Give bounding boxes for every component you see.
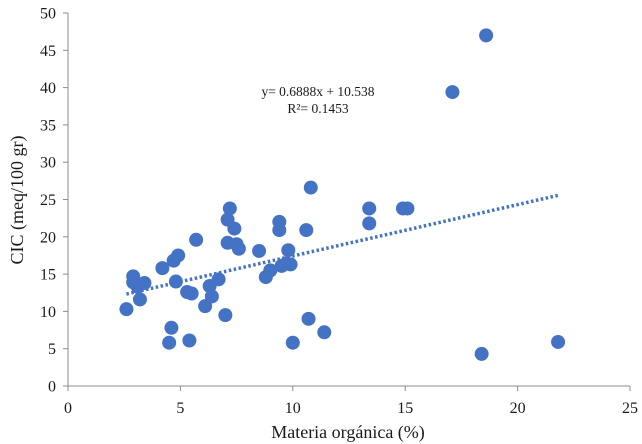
data-point [285, 335, 300, 350]
data-point [301, 311, 316, 326]
y-ticks: 0 5 10 15 20 25 30 35 40 45 50 [40, 6, 68, 396]
trendline-r2: R²= 0.1453 [287, 101, 348, 116]
data-point [132, 292, 147, 307]
y-tick-label: 10 [40, 304, 56, 321]
data-point [362, 201, 377, 216]
data-point [227, 221, 242, 236]
x-axis-title: Materia orgánica (%) [271, 422, 425, 443]
data-point [189, 232, 204, 247]
data-point [263, 263, 278, 278]
data-point [218, 308, 233, 323]
y-tick-label: 45 [40, 43, 56, 60]
data-point [303, 180, 318, 195]
trendline [126, 193, 559, 296]
data-point [317, 325, 332, 340]
y-tick-label: 5 [48, 341, 56, 358]
data-point [362, 216, 377, 231]
data-point [171, 248, 186, 263]
data-point [164, 320, 179, 335]
axes [67, 13, 630, 387]
x-tick-label: 25 [622, 400, 638, 417]
y-tick-label: 50 [40, 6, 56, 23]
data-point [204, 289, 219, 304]
x-tick-label: 10 [285, 400, 301, 417]
y-tick-label: 40 [40, 80, 56, 97]
data-point [283, 257, 298, 272]
x-ticks: 0 5 10 15 20 25 [64, 386, 638, 417]
data-point [299, 223, 314, 238]
data-point [400, 201, 415, 216]
data-point [272, 223, 287, 238]
data-point [155, 261, 170, 276]
data-point [222, 201, 237, 216]
data-points [119, 28, 566, 361]
trendline-layer [126, 193, 559, 296]
data-point [184, 286, 199, 301]
y-axis-title: CIC (meq/100 gr) [7, 136, 28, 265]
x-tick-label: 20 [510, 400, 526, 417]
data-point [551, 334, 566, 349]
data-point [231, 241, 246, 256]
data-point [182, 333, 197, 348]
data-point [281, 243, 296, 258]
data-point [211, 272, 226, 287]
y-tick-label: 30 [40, 155, 56, 172]
x-tick-label: 0 [64, 400, 72, 417]
trendline-equation: y= 0.6888x + 10.538 [261, 84, 374, 99]
data-point [119, 302, 134, 317]
y-tick-label: 25 [40, 192, 56, 209]
y-tick-label: 15 [40, 267, 56, 284]
data-point [162, 335, 177, 350]
data-point [474, 346, 489, 361]
data-point [445, 85, 460, 100]
y-tick-label: 35 [40, 117, 56, 134]
y-tick-label: 20 [40, 229, 56, 246]
data-point [479, 28, 494, 43]
data-point [137, 276, 152, 291]
x-tick-label: 5 [176, 400, 184, 417]
data-point [252, 243, 267, 258]
x-tick-label: 15 [397, 400, 413, 417]
y-tick-label: 0 [48, 379, 56, 396]
